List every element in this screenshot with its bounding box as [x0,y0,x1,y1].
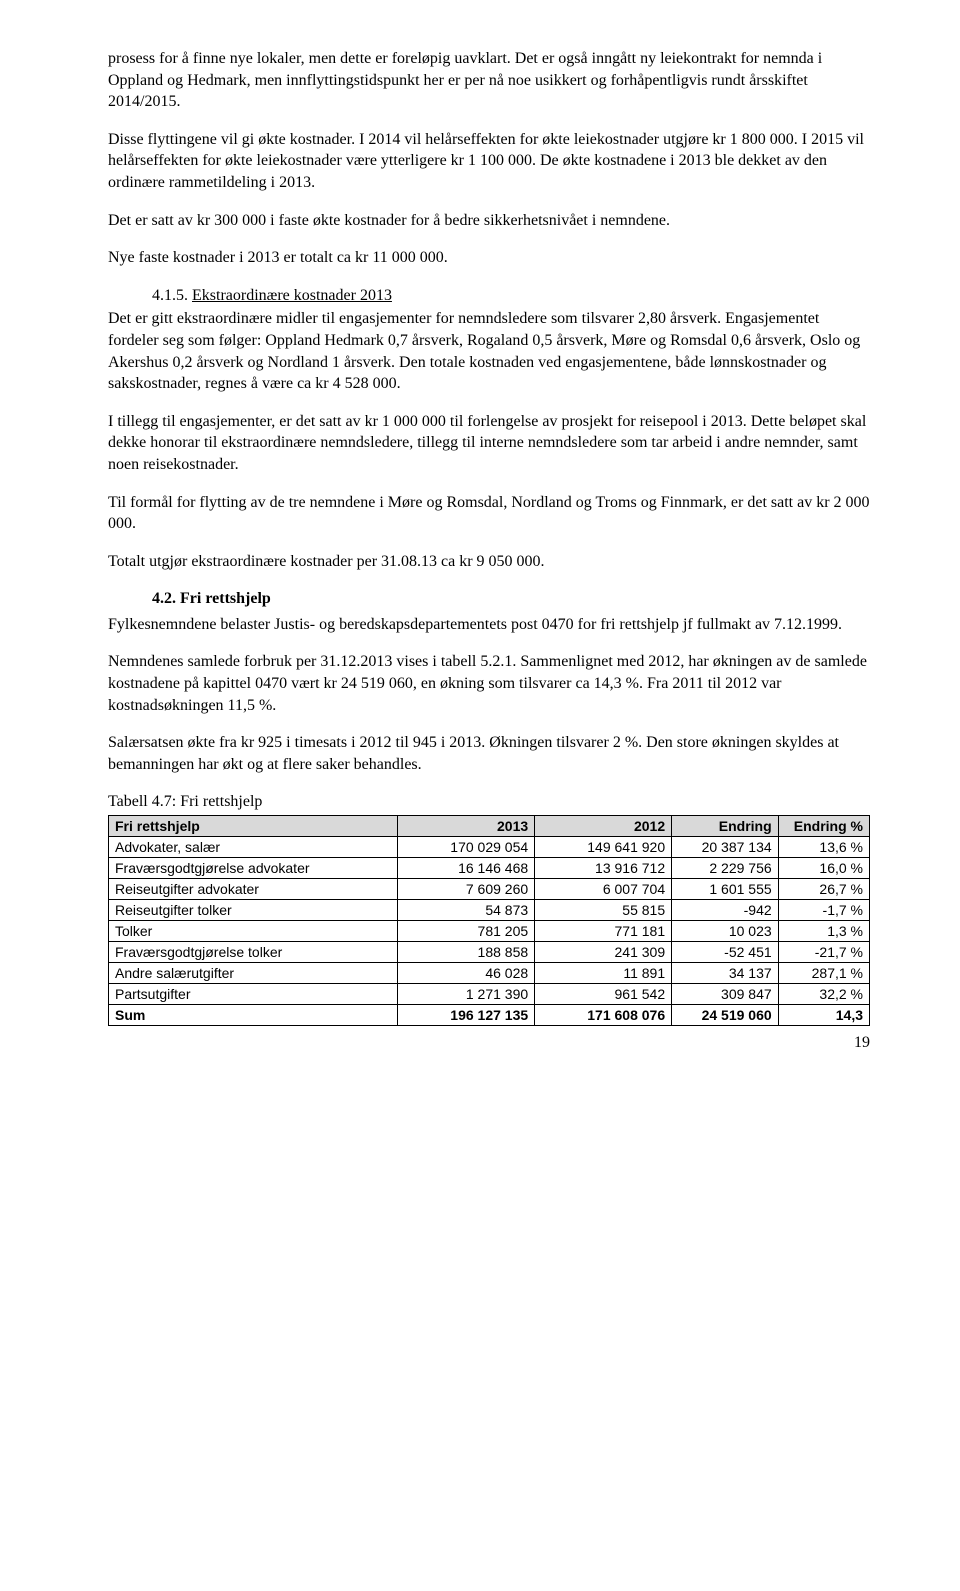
paragraph: Nye faste kostnader i 2013 er totalt ca … [108,247,870,269]
table-cell: 171 608 076 [535,1005,672,1026]
table-cell: Reiseutgifter advokater [109,879,398,900]
paragraph: Disse flyttingene vil gi økte kostnader.… [108,129,870,194]
table-cell: 11 891 [535,963,672,984]
table-cell: 16 146 468 [398,858,535,879]
table-cell: 188 858 [398,942,535,963]
table-cell: 26,7 % [778,879,869,900]
table-cell: 1 271 390 [398,984,535,1005]
table-cell: 771 181 [535,921,672,942]
paragraph: Nemndenes samlede forbruk per 31.12.2013… [108,651,870,716]
subsection-415: 4.1.5. Ekstraordinære kostnader 2013 [108,285,870,307]
paragraph: Totalt utgjør ekstraordinære kostnader p… [108,551,870,573]
table-cell: 781 205 [398,921,535,942]
table-cell: -942 [672,900,779,921]
table-body: Advokater, salær 170 029 054 149 641 920… [109,837,870,1026]
section-number: 4.2. [152,590,176,607]
table-header-cell: 2012 [535,816,672,837]
document-page: prosess for å finne nye lokaler, men det… [0,0,960,1092]
table-cell: 20 387 134 [672,837,779,858]
paragraph: Til formål for flytting av de tre nemnde… [108,492,870,535]
table-cell: Reiseutgifter tolker [109,900,398,921]
table-cell: 961 542 [535,984,672,1005]
table-header-cell: 2013 [398,816,535,837]
table-caption: Tabell 4.7: Fri rettshjelp [108,791,870,813]
table-cell: 1,3 % [778,921,869,942]
table-cell: 1 601 555 [672,879,779,900]
table-row: Reiseutgifter advokater 7 609 260 6 007 … [109,879,870,900]
table-cell: -52 451 [672,942,779,963]
table-cell: 55 815 [535,900,672,921]
table-cell: 309 847 [672,984,779,1005]
table-cell: 14,3 [778,1005,869,1026]
table-cell: 6 007 704 [535,879,672,900]
table-header-row: Fri rettshjelp 2013 2012 Endring Endring… [109,816,870,837]
paragraph: Salærsatsen økte fra kr 925 i timesats i… [108,732,870,775]
table-row: Fraværsgodtgjørelse tolker 188 858 241 3… [109,942,870,963]
table-cell: Tolker [109,921,398,942]
table-row: Andre salærutgifter 46 028 11 891 34 137… [109,963,870,984]
table-cell: Andre salærutgifter [109,963,398,984]
table-header-cell: Fri rettshjelp [109,816,398,837]
table-header-cell: Endring % [778,816,869,837]
table-cell: 32,2 % [778,984,869,1005]
table-cell: Partsutgifter [109,984,398,1005]
table-row: Tolker 781 205 771 181 10 023 1,3 % [109,921,870,942]
table-cell: 196 127 135 [398,1005,535,1026]
table-cell: 7 609 260 [398,879,535,900]
table-cell: 54 873 [398,900,535,921]
table-cell: -1,7 % [778,900,869,921]
table-cell: 287,1 % [778,963,869,984]
paragraph: Det er satt av kr 300 000 i faste økte k… [108,210,870,232]
table-cell: 34 137 [672,963,779,984]
table-header-cell: Endring [672,816,779,837]
table-cell: 13,6 % [778,837,869,858]
table-cell: Advokater, salær [109,837,398,858]
table-cell: -21,7 % [778,942,869,963]
subsection-title: Ekstraordinære kostnader 2013 [192,287,392,304]
table-cell: Fraværsgodtgjørelse advokater [109,858,398,879]
table-cell: 16,0 % [778,858,869,879]
table-cell: 149 641 920 [535,837,672,858]
table-cell: 24 519 060 [672,1005,779,1026]
table-row: Reiseutgifter tolker 54 873 55 815 -942 … [109,900,870,921]
table-cell: 13 916 712 [535,858,672,879]
table-row-sum: Sum 196 127 135 171 608 076 24 519 060 1… [109,1005,870,1026]
table-row: Fraværsgodtgjørelse advokater 16 146 468… [109,858,870,879]
paragraph: Det er gitt ekstraordinære midler til en… [108,308,870,394]
table-cell: Sum [109,1005,398,1026]
table-cell: 170 029 054 [398,837,535,858]
paragraph: Fylkesnemndene belaster Justis- og bered… [108,614,870,636]
paragraph: I tillegg til engasjementer, er det satt… [108,411,870,476]
page-number: 19 [108,1034,870,1052]
paragraph: prosess for å finne nye lokaler, men det… [108,48,870,113]
table-cell: Fraværsgodtgjørelse tolker [109,942,398,963]
section-42-heading: 4.2. Fri rettshjelp [108,588,870,610]
section-title-text: Fri rettshjelp [180,590,271,607]
subsection-number: 4.1.5. [152,287,188,304]
table-cell: 46 028 [398,963,535,984]
table-row: Partsutgifter 1 271 390 961 542 309 847 … [109,984,870,1005]
table-cell: 2 229 756 [672,858,779,879]
fri-rettshjelp-table: Fri rettshjelp 2013 2012 Endring Endring… [108,815,870,1026]
table-cell: 241 309 [535,942,672,963]
table-cell: 10 023 [672,921,779,942]
table-row: Advokater, salær 170 029 054 149 641 920… [109,837,870,858]
